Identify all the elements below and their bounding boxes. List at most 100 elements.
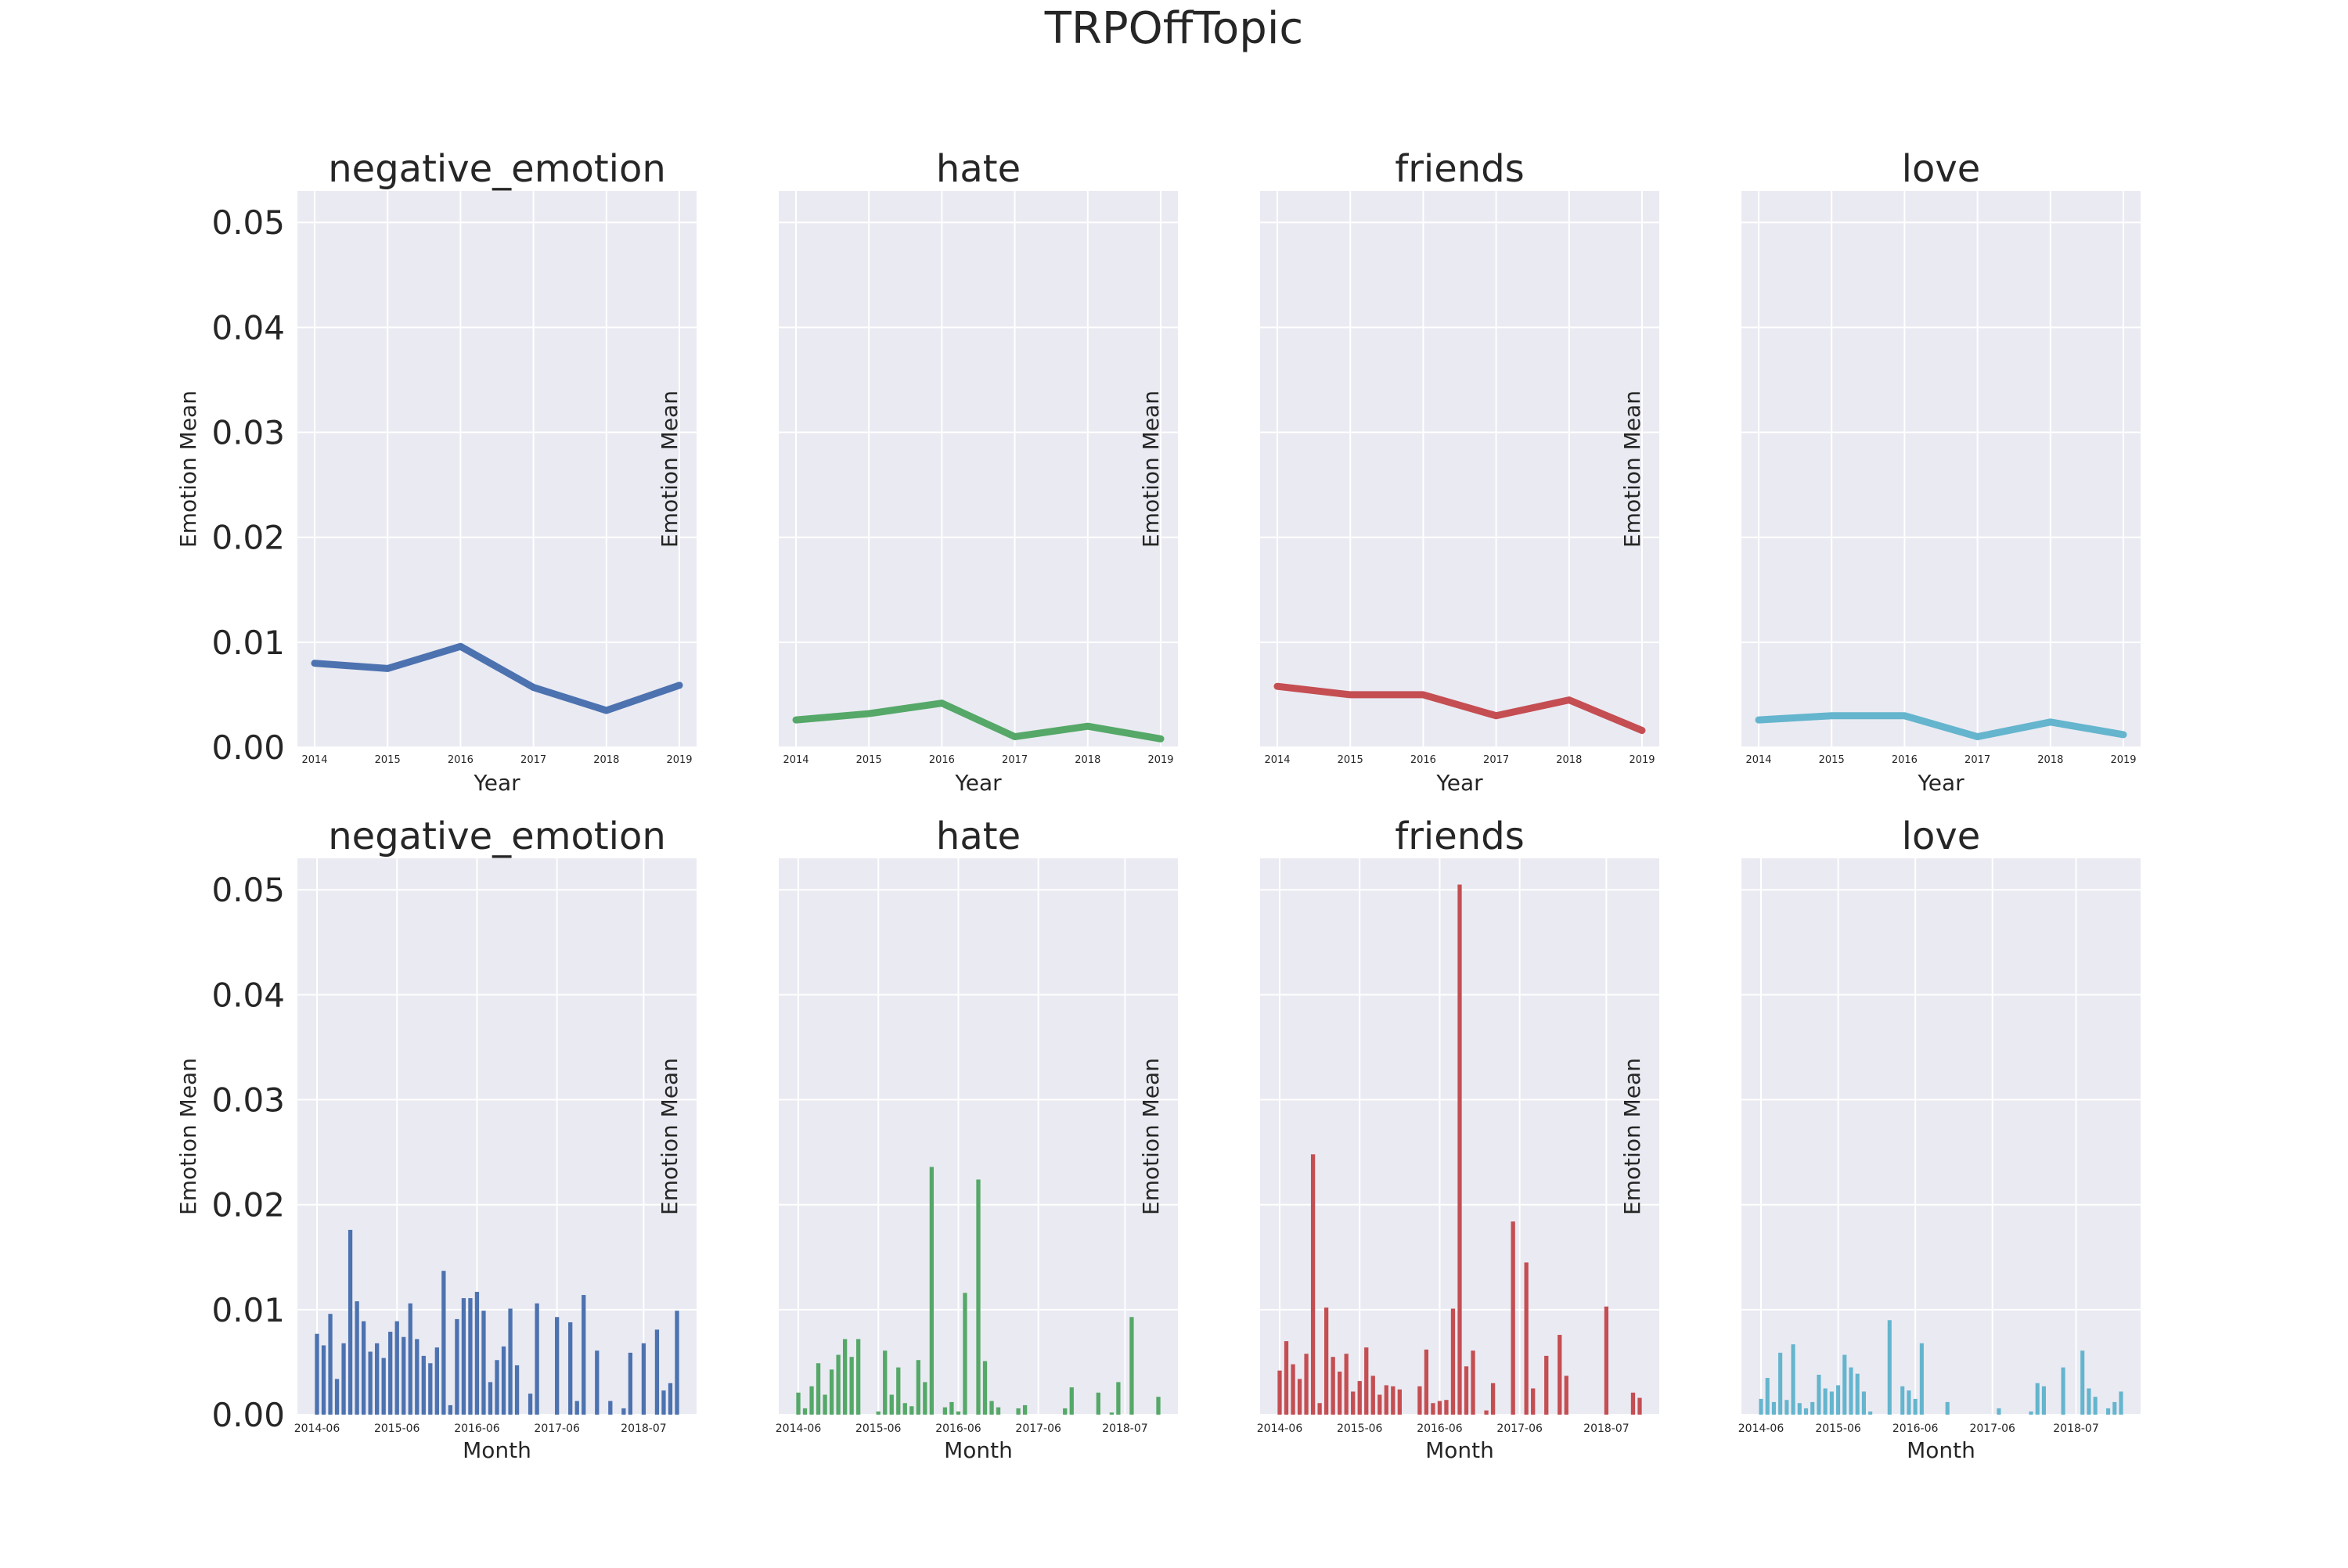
x-tick-label: 2015 (856, 754, 882, 766)
bar (796, 1392, 801, 1415)
x-tick-label: 2015 (375, 754, 401, 766)
series-line (311, 642, 683, 714)
bar (823, 1394, 827, 1415)
chart-yearly-love: love Year Emotion Mean 2014 2015 2016 2017 2018… (1619, 147, 2141, 796)
y-tick-label: 0.02 (211, 519, 285, 557)
bar (1490, 1383, 1496, 1415)
chart-yearly-hate: hate Year Emotion Mean 2014 2015 2016 2017 2018… (657, 147, 1178, 796)
bar (1377, 1394, 1382, 1415)
bar (315, 1333, 319, 1415)
series-line (1755, 712, 2127, 741)
bar (1855, 1373, 1860, 1415)
bar (1069, 1387, 1074, 1415)
x-tick-label: 2014-06 (1257, 1422, 1303, 1435)
x-tick-label: 2018 (1075, 754, 1100, 766)
bar (1417, 1386, 1422, 1415)
bar (455, 1318, 459, 1415)
bar (495, 1360, 499, 1415)
bar (1524, 1262, 1529, 1415)
x-tick-label: 2018-07 (2053, 1422, 2099, 1435)
x-tick-label: 2018 (2037, 754, 2063, 766)
bar (1829, 1391, 1834, 1415)
bar (448, 1404, 453, 1415)
x-tick-label: 2014 (1745, 754, 1771, 766)
bar (388, 1332, 393, 1415)
data-point (1568, 699, 1570, 701)
data-point (387, 667, 388, 669)
chart-monthly-love: love Month Emotion Mean 2014-06 2015-06 2016-… (1619, 815, 2141, 1463)
bar (675, 1311, 679, 1415)
y-tick-label: 0.02 (211, 1186, 285, 1225)
bar (982, 1361, 988, 1415)
y-tick-label: 0.00 (211, 1396, 285, 1434)
x-tick-label: 2016-06 (935, 1422, 981, 1435)
bar (1129, 1317, 1134, 1415)
bar (501, 1346, 506, 1415)
bar (321, 1345, 326, 1415)
bar (1424, 1349, 1429, 1415)
x-tick-label: 2019 (2110, 754, 2136, 766)
y-axis-label: Emotion Mean (175, 390, 201, 548)
bar (421, 1355, 426, 1415)
bar (1868, 1411, 1873, 1415)
y-axis-label: Emotion Mean (657, 390, 682, 548)
bar (1945, 1401, 1950, 1415)
bar (1297, 1379, 1302, 1415)
y-tick-label: 0.03 (211, 1081, 285, 1120)
bar (555, 1317, 560, 1415)
x-tick-label: 2015-06 (855, 1422, 902, 1435)
bar (809, 1386, 814, 1415)
y-axis-label: Emotion Mean (175, 1058, 201, 1215)
data-point (1087, 725, 1089, 727)
x-tick-label: 2015-06 (374, 1422, 420, 1435)
bar (2112, 1401, 2117, 1415)
bar (889, 1394, 894, 1415)
chart-monthly-hate: hate Month Emotion Mean 2014-06 2015-06 2016-… (657, 815, 1178, 1463)
y-tick-label: 0.01 (211, 1291, 285, 1329)
bar (1331, 1357, 1335, 1415)
data-point (1422, 694, 1424, 696)
bar (2029, 1411, 2033, 1415)
bar (434, 1347, 439, 1415)
bar (1384, 1385, 1388, 1415)
bar (802, 1408, 808, 1415)
plot-area (1260, 191, 1659, 747)
x-tick-label: 2016 (929, 754, 955, 766)
bar (428, 1363, 433, 1415)
y-axis-label: Emotion Mean (1138, 1058, 1164, 1215)
y-tick-label: 0.00 (211, 728, 285, 767)
bar (1907, 1390, 1911, 1415)
bar (1291, 1364, 1295, 1415)
x-tick-label: 2018-07 (1583, 1422, 1630, 1435)
bar (1096, 1392, 1100, 1415)
y-axis-label: Emotion Mean (1138, 390, 1164, 548)
x-tick-label: 2015 (1819, 754, 1845, 766)
bar (355, 1301, 359, 1415)
y-tick-label: 0.04 (211, 308, 285, 347)
bar (976, 1179, 981, 1415)
bar (1338, 1371, 1342, 1415)
bar (1759, 1398, 1763, 1415)
bar (1765, 1378, 1770, 1415)
bar (1304, 1354, 1309, 1415)
x-tick-label: 2017 (520, 754, 546, 766)
bar (528, 1394, 533, 1415)
bar (1531, 1388, 1536, 1415)
bar (381, 1358, 386, 1415)
bar (408, 1303, 412, 1415)
x-tick-label: 2014-06 (1738, 1422, 1784, 1435)
bar (1397, 1389, 1402, 1415)
x-tick-label: 2018-07 (1102, 1422, 1148, 1435)
figure-title: TRPOffTopic (1044, 3, 1304, 54)
bar (2106, 1408, 2111, 1415)
bar (574, 1401, 579, 1415)
bar (402, 1336, 406, 1415)
bar (568, 1322, 573, 1415)
bar (2061, 1367, 2065, 1415)
bar (1444, 1400, 1449, 1415)
bar (1861, 1391, 1866, 1415)
bar (1370, 1376, 1375, 1415)
chart-yearly-negative-emotion: negative_emotion Year Emotion Mean 0.00 0.01… (175, 147, 697, 796)
data-point (795, 719, 797, 721)
